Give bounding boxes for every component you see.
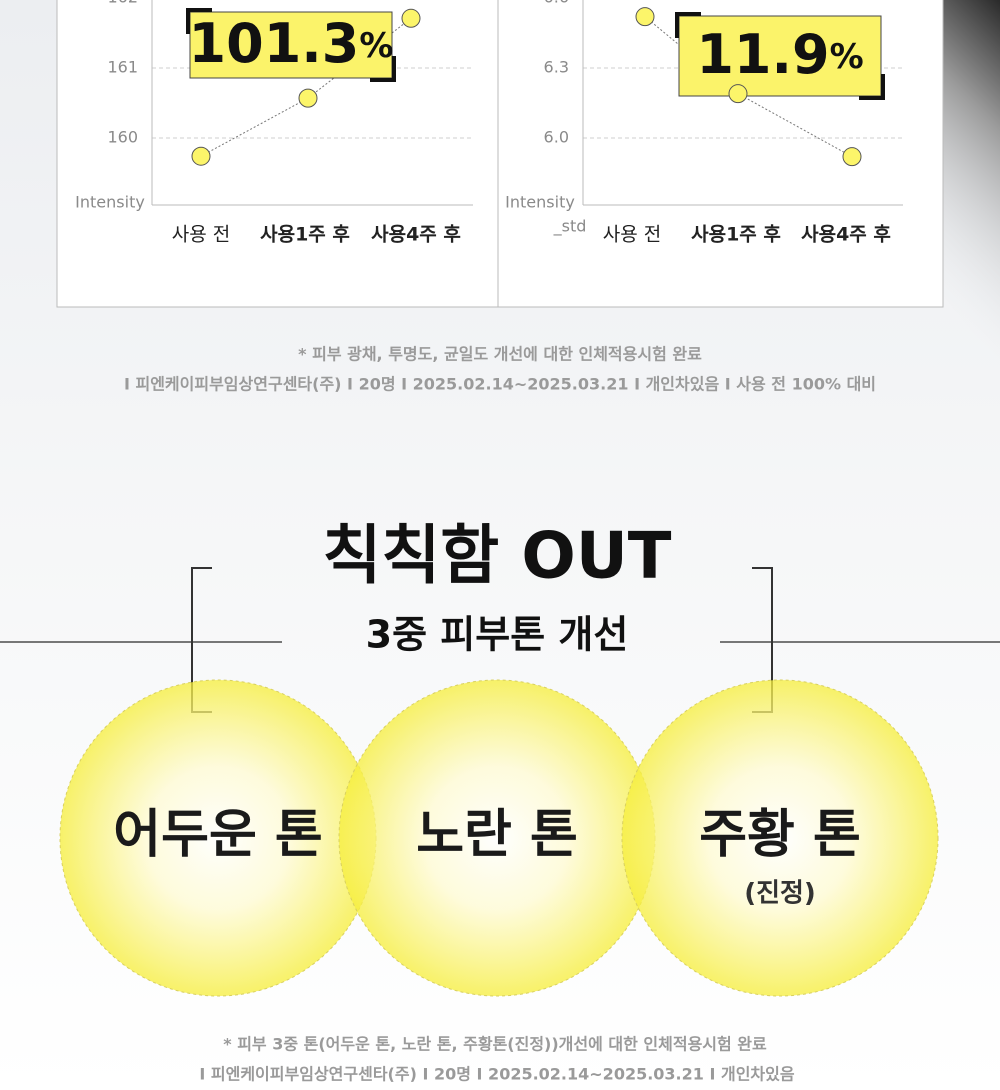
badge-corner [370, 56, 396, 82]
tone-circle [621, 679, 939, 997]
data-point [401, 8, 421, 28]
badge-corner [859, 74, 885, 100]
section-note: * 피부 3중 톤(어두운 톤, 노란 톤, 주황톤(진정))개선에 대한 인체… [223, 1035, 767, 1054]
charts: 160 161 162 Intensity 사용 전 사용1주 후 사용4주 후 101.3%… [75, 0, 903, 246]
tone-sublabel: (진정) [744, 879, 816, 909]
tone-label: 주황 톤 [699, 805, 861, 865]
data-point [191, 146, 211, 166]
y-tick-label: 162 [107, 0, 138, 7]
tone-label: 노란 톤 [416, 805, 578, 865]
tone-label: 어두운 톤 [113, 805, 322, 865]
y-axis-label: Intensity [75, 193, 145, 212]
section-note: I 피엔케이피부임상연구센타(주) I 20명 I 2025.02.14~202… [199, 1065, 794, 1084]
x-tick-label: 사용4주 후 [801, 224, 891, 246]
section-subtitle: 3중 피부톤 개선 [366, 613, 629, 657]
y-axis-label: Intensity [505, 193, 575, 212]
x-tick-label: 사용4주 후 [371, 224, 461, 246]
tone-circles: 어두운 톤 노란 톤 주황 톤 (진정) [59, 679, 939, 997]
x-tick-label: 사용 전 [172, 224, 230, 246]
badge-corner [186, 8, 212, 34]
data-point [298, 88, 318, 108]
y-tick-label: 161 [107, 58, 138, 77]
data-point [842, 147, 862, 167]
y-tick-label: 6.6 [544, 0, 569, 7]
section-title: 칙칙함 OUT [323, 520, 672, 594]
x-tick-label: 사용 전 [603, 224, 661, 246]
chart-note: * 피부 광채, 투명도, 균일도 개선에 대한 인체적용시험 완료 [298, 345, 702, 364]
data-point [635, 7, 655, 27]
badge-value: 11.9% [696, 23, 863, 86]
y-axis-label: _std [553, 217, 587, 237]
y-tick-label: 160 [107, 128, 138, 147]
x-tick-label: 사용1주 후 [260, 224, 350, 246]
badge [189, 11, 393, 79]
y-tick-label: 6.3 [544, 58, 569, 77]
badge-value: 101.3% [189, 12, 394, 75]
x-tick-label: 사용1주 후 [691, 224, 781, 246]
badge-corner [675, 12, 701, 38]
badge [678, 15, 882, 97]
chart-note: I 피엔케이피부임상연구센타(주) I 20명 I 2025.02.14~202… [124, 375, 876, 394]
y-tick-label: 6.0 [544, 128, 569, 147]
data-point [728, 84, 748, 104]
